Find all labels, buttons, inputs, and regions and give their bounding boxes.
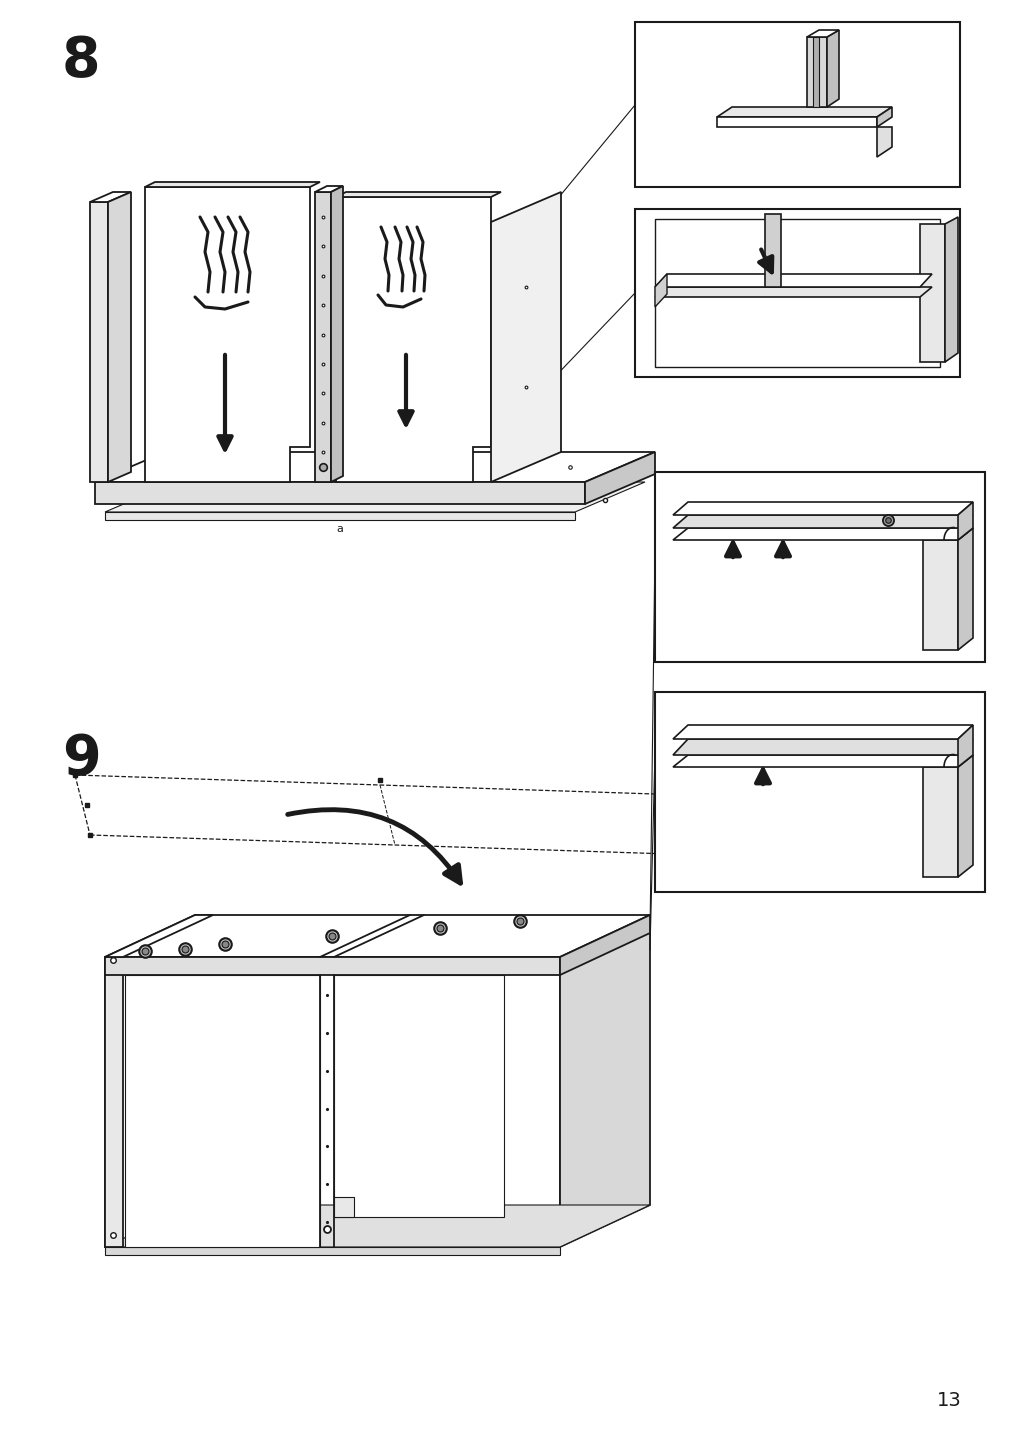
Polygon shape (559, 915, 649, 975)
Polygon shape (654, 286, 931, 296)
Polygon shape (95, 453, 654, 483)
Polygon shape (957, 528, 972, 650)
Polygon shape (826, 30, 838, 107)
Polygon shape (806, 37, 826, 107)
Polygon shape (957, 725, 972, 768)
Bar (634, 209, 959, 377)
Polygon shape (314, 192, 331, 483)
Polygon shape (105, 1247, 559, 1254)
Bar (654, 473, 984, 662)
Polygon shape (806, 30, 838, 37)
Polygon shape (672, 725, 972, 739)
Polygon shape (672, 739, 972, 755)
Polygon shape (95, 483, 584, 504)
Polygon shape (672, 503, 972, 516)
Polygon shape (877, 107, 891, 127)
Polygon shape (105, 1204, 649, 1247)
Polygon shape (90, 192, 130, 202)
Polygon shape (654, 274, 931, 286)
Polygon shape (957, 755, 972, 876)
Bar (654, 692, 984, 892)
Polygon shape (672, 516, 972, 528)
Polygon shape (105, 957, 123, 1247)
Polygon shape (922, 540, 957, 650)
Polygon shape (672, 528, 972, 540)
Polygon shape (334, 1197, 354, 1217)
Polygon shape (654, 274, 666, 306)
Polygon shape (490, 192, 560, 483)
Polygon shape (105, 513, 574, 520)
Polygon shape (336, 192, 500, 198)
Polygon shape (716, 107, 891, 117)
Polygon shape (105, 915, 212, 957)
Polygon shape (922, 768, 957, 876)
Polygon shape (108, 192, 130, 483)
Polygon shape (764, 213, 780, 286)
Text: a: a (337, 524, 343, 534)
Text: 9: 9 (62, 732, 100, 786)
Polygon shape (877, 127, 891, 158)
Polygon shape (944, 218, 957, 362)
Polygon shape (331, 186, 343, 483)
Polygon shape (716, 117, 877, 127)
Polygon shape (957, 503, 972, 540)
Polygon shape (314, 186, 343, 192)
Polygon shape (654, 219, 939, 367)
Polygon shape (145, 182, 319, 188)
Polygon shape (105, 957, 559, 1247)
Polygon shape (105, 915, 649, 957)
Polygon shape (105, 957, 559, 975)
Polygon shape (145, 188, 309, 483)
Bar (634, 21, 959, 188)
Text: 8: 8 (62, 34, 100, 87)
Polygon shape (125, 975, 319, 1247)
Polygon shape (919, 223, 944, 362)
Polygon shape (105, 483, 644, 513)
Text: 13: 13 (936, 1390, 961, 1411)
Polygon shape (336, 198, 490, 483)
Polygon shape (672, 755, 972, 768)
Polygon shape (584, 453, 654, 504)
Polygon shape (812, 37, 818, 107)
Polygon shape (334, 975, 503, 1217)
Polygon shape (90, 202, 108, 483)
Polygon shape (559, 915, 649, 1247)
